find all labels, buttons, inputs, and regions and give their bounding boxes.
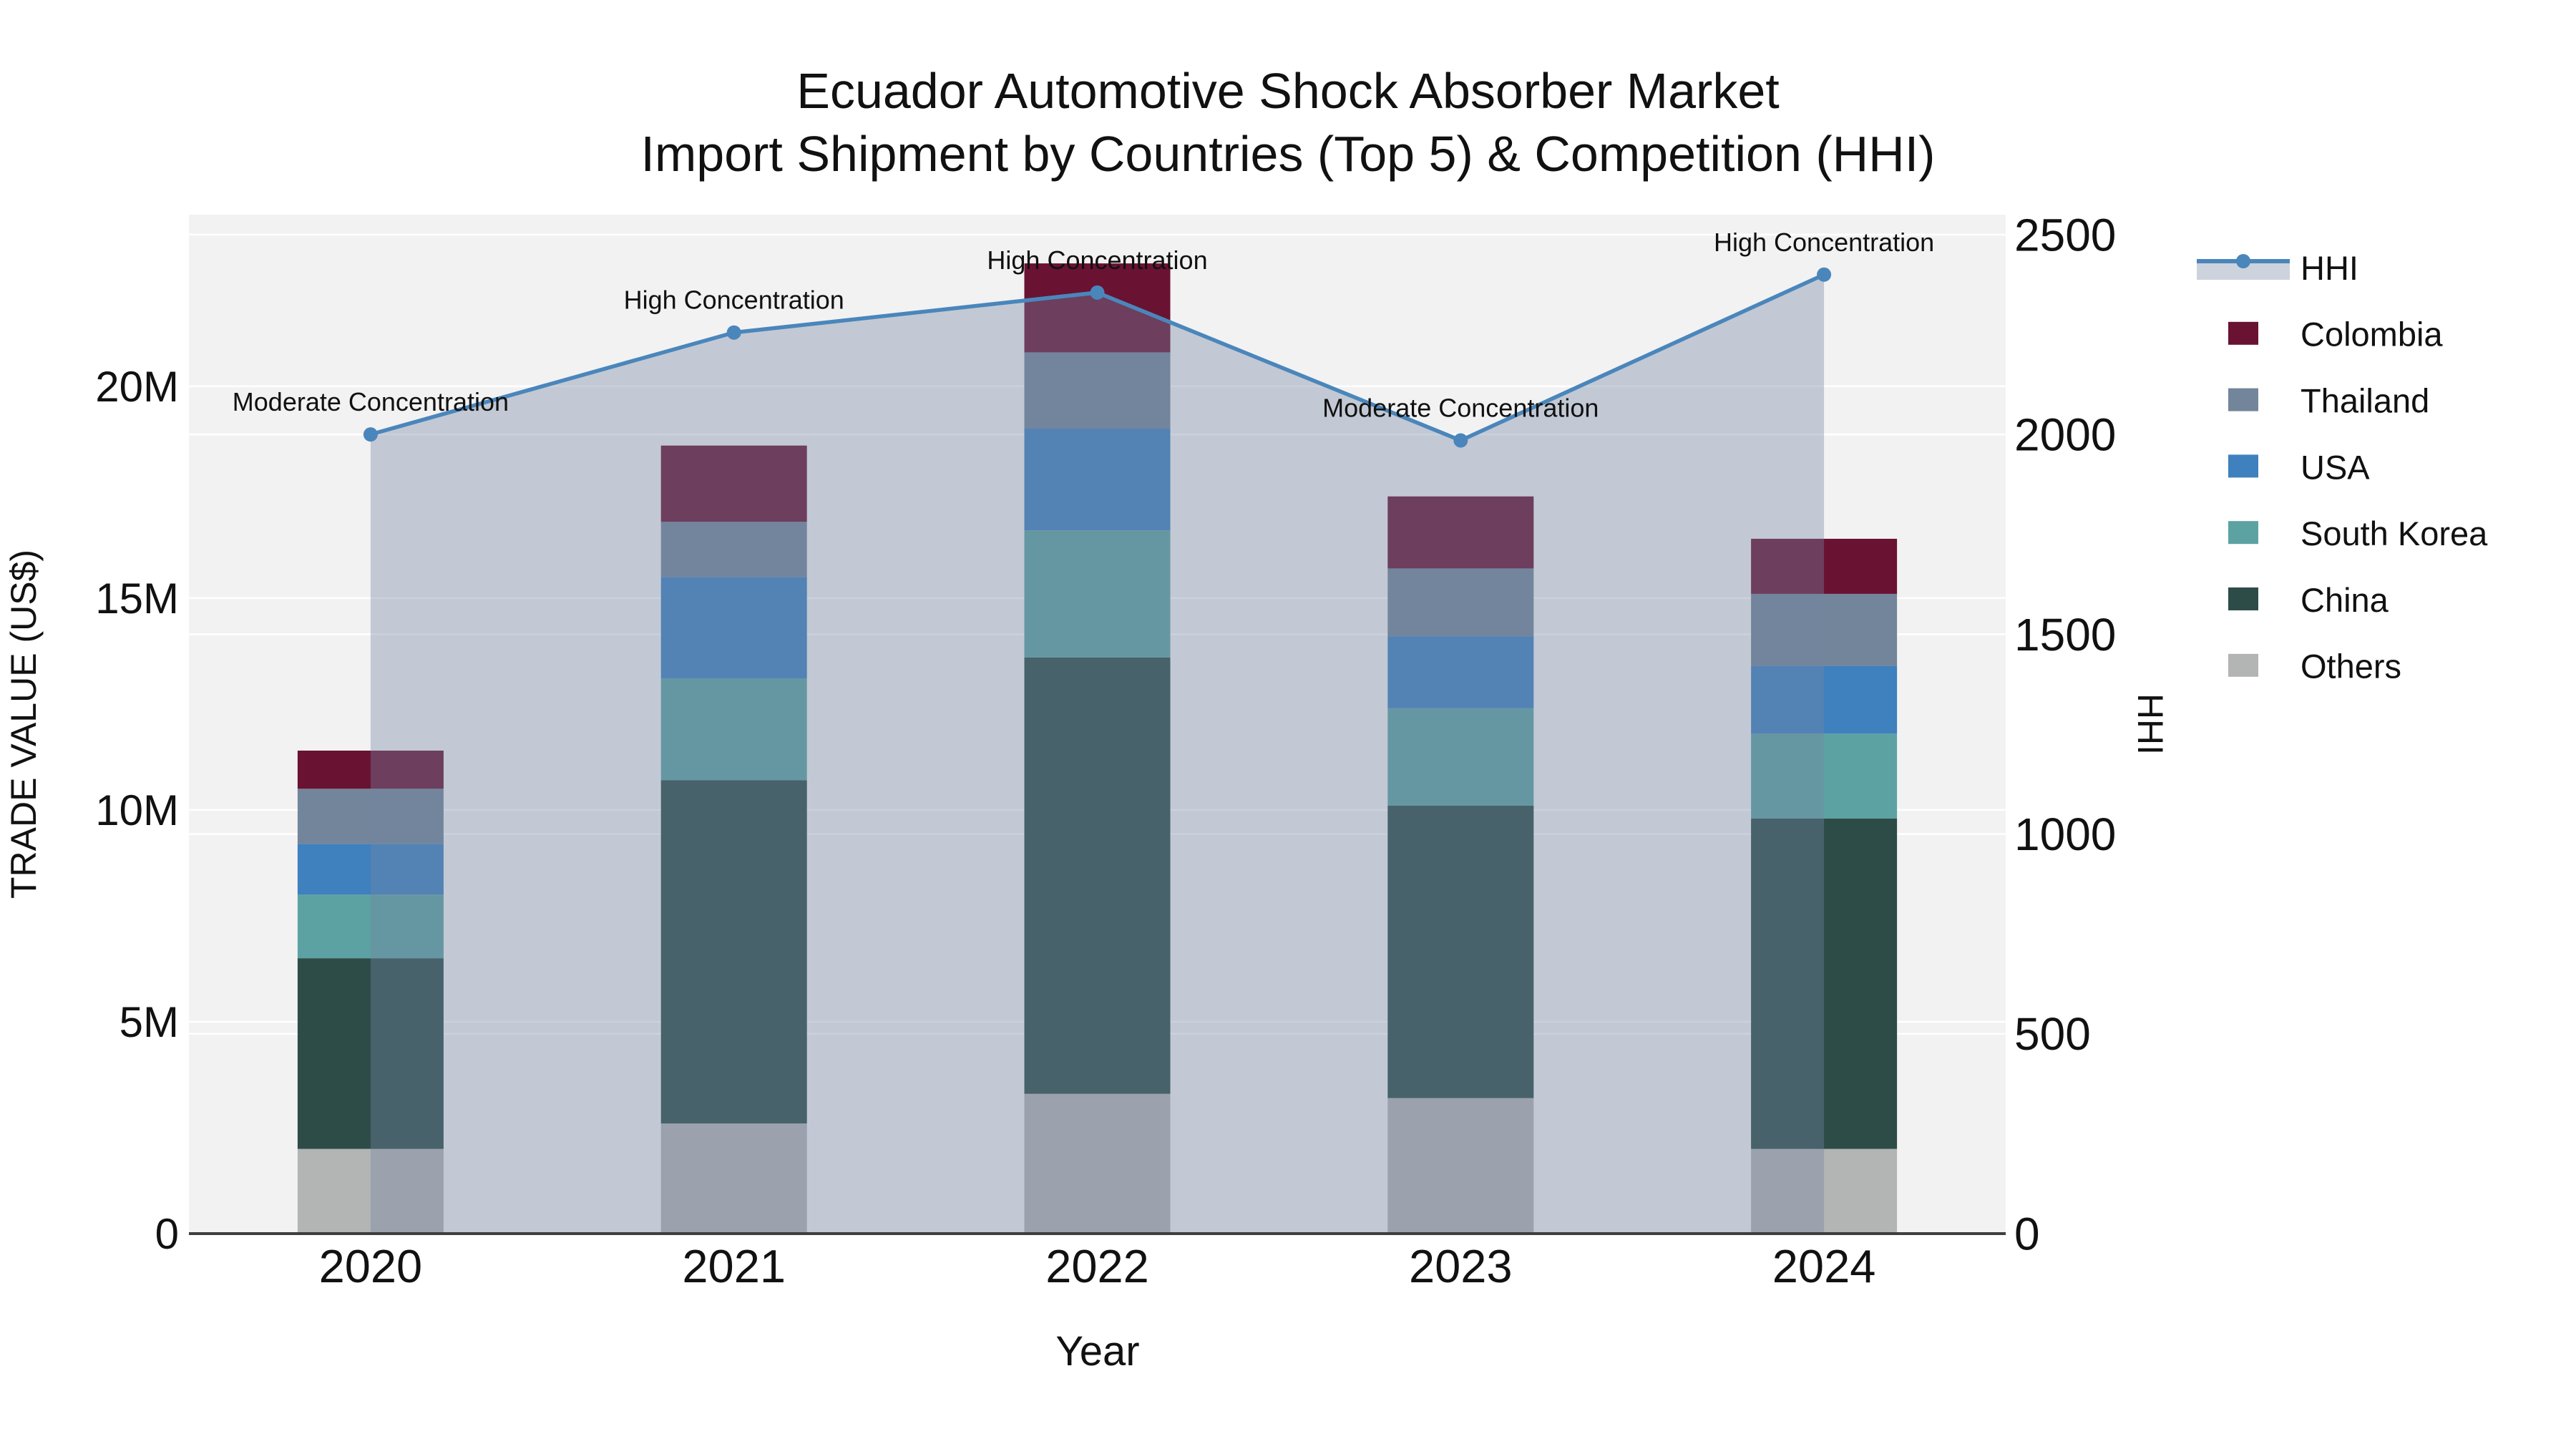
- bar-segment-2021-usa: [660, 577, 807, 679]
- bar-segment-2024-others: [1751, 1148, 1898, 1234]
- annotation-2020: Moderate Concentration: [233, 387, 509, 416]
- legend-swatch-china: [2228, 587, 2258, 610]
- bar-segment-2024-china: [1751, 818, 1898, 1149]
- y-left-tick-label-5M: 5M: [119, 998, 179, 1046]
- hhi-marker-2020: [363, 427, 378, 442]
- y-left-tick-label-15M: 15M: [95, 575, 179, 623]
- x-tick-label-2022: 2022: [1045, 1240, 1149, 1292]
- y-axis-right-title: HHI: [2130, 693, 2170, 755]
- chart-title-line1: Ecuador Automotive Shock Absorber Market: [796, 63, 1780, 119]
- bar-segment-2023-thailand: [1387, 568, 1534, 637]
- legend-swatch-colombia: [2228, 321, 2258, 345]
- bar-segment-2023-south-korea: [1387, 708, 1534, 806]
- legend-label-others: Others: [2301, 648, 2401, 686]
- bar-segment-2020-others: [297, 1148, 444, 1234]
- annotation-2021: High Concentration: [624, 286, 844, 315]
- legend-item-hhi[interactable]: HHI: [2197, 249, 2358, 287]
- y-right-tick-label-2000: 2000: [2014, 409, 2116, 461]
- bar-segment-2022-colombia: [1024, 263, 1171, 353]
- bar-segment-2021-china: [660, 780, 807, 1124]
- legend-label-colombia: Colombia: [2301, 316, 2443, 353]
- bar-segment-2020-thailand: [297, 789, 444, 844]
- hhi-marker-2022: [1090, 285, 1105, 300]
- legend-item-thailand[interactable]: Thailand: [2228, 381, 2429, 419]
- bar-segment-2021-south-korea: [660, 678, 807, 781]
- bar-segment-2024-south-korea: [1751, 733, 1898, 819]
- x-tick-label-2021: 2021: [682, 1240, 786, 1292]
- x-tick-label-2024: 2024: [1772, 1240, 1876, 1292]
- legend-item-usa[interactable]: USA: [2228, 448, 2370, 486]
- y-left-tick-label-0: 0: [155, 1210, 179, 1258]
- x-tick-label-2023: 2023: [1409, 1240, 1513, 1292]
- bar-segment-2021-others: [660, 1123, 807, 1234]
- annotation-2023: Moderate Concentration: [1322, 394, 1599, 423]
- bar-segment-2020-south-korea: [297, 894, 444, 959]
- bar-segment-2023-china: [1387, 805, 1534, 1098]
- y-right-tick-label-0: 0: [2014, 1208, 2040, 1259]
- bar-segment-2020-colombia: [297, 751, 444, 789]
- y-left-tick-label-20M: 20M: [95, 363, 179, 411]
- annotation-2024: High Concentration: [1714, 228, 1934, 257]
- hhi-legend-marker-sample: [2236, 254, 2250, 268]
- legend-item-china[interactable]: China: [2228, 581, 2389, 619]
- bar-segment-2024-thailand: [1751, 593, 1898, 666]
- y-right-tick-label-1000: 1000: [2014, 809, 2116, 860]
- legend-swatch-others: [2228, 653, 2258, 677]
- legend-label-hhi: HHI: [2301, 249, 2358, 287]
- hhi-marker-2021: [726, 325, 741, 340]
- bar-segment-2022-others: [1024, 1093, 1171, 1234]
- bar-segment-2024-usa: [1751, 665, 1898, 734]
- bar-segment-2022-thailand: [1024, 352, 1171, 429]
- bar-segment-2022-south-korea: [1024, 530, 1171, 658]
- bar-segment-2021-thailand: [660, 522, 807, 577]
- hhi-marker-2024: [1817, 267, 1832, 282]
- bar-segment-2022-usa: [1024, 429, 1171, 531]
- legend-item-south-korea[interactable]: South Korea: [2228, 514, 2488, 552]
- bar-segment-2023-usa: [1387, 636, 1534, 708]
- legend-item-others[interactable]: Others: [2228, 648, 2401, 686]
- y-left-tick-label-10M: 10M: [95, 786, 179, 834]
- legend-label-usa: USA: [2301, 448, 2370, 486]
- hhi-area: [370, 274, 1825, 1234]
- legend-swatch-usa: [2228, 454, 2258, 478]
- bar-segment-2022-china: [1024, 657, 1171, 1094]
- y-right-tick-label-1500: 1500: [2014, 609, 2116, 660]
- legend-label-south-korea: South Korea: [2301, 514, 2488, 552]
- legend-label-thailand: Thailand: [2301, 381, 2429, 419]
- legend-item-colombia[interactable]: Colombia: [2228, 316, 2443, 353]
- bar-segment-2021-colombia: [660, 445, 807, 522]
- bar-segment-2024-colombia: [1751, 538, 1898, 594]
- bar-segment-2020-usa: [297, 844, 444, 895]
- bar-segment-2020-china: [297, 958, 444, 1149]
- legend-swatch-south-korea: [2228, 521, 2258, 545]
- hhi-marker-2023: [1453, 433, 1468, 448]
- x-tick-label-2020: 2020: [319, 1240, 423, 1292]
- x-axis-title: Year: [1055, 1328, 1139, 1375]
- bar-segment-2023-colombia: [1387, 496, 1534, 569]
- y-right-tick-label-500: 500: [2014, 1008, 2091, 1060]
- legend-swatch-thailand: [2228, 388, 2258, 411]
- annotation-2022: High Concentration: [987, 245, 1207, 275]
- bar-segment-2023-others: [1387, 1098, 1534, 1234]
- chart-title-line2: Import Shipment by Countries (Top 5) & C…: [640, 126, 1936, 182]
- chart-title: Ecuador Automotive Shock Absorber Market…: [0, 59, 2576, 185]
- y-right-tick-label-2500: 2500: [2014, 209, 2116, 260]
- y-axis-left-title: TRADE VALUE (US$): [4, 550, 44, 899]
- legend-label-china: China: [2301, 581, 2389, 619]
